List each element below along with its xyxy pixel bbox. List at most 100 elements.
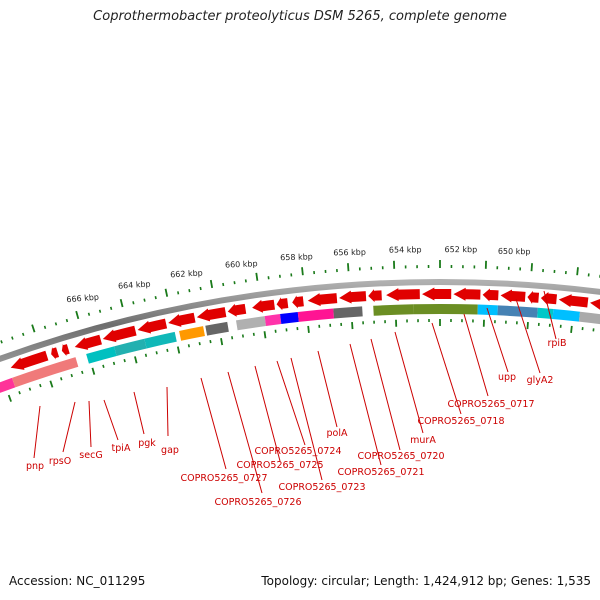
scale-tick <box>98 309 102 313</box>
label-lines <box>33 290 557 494</box>
inner-tick <box>112 361 116 366</box>
cog-segment <box>0 377 16 393</box>
label-line <box>463 313 489 397</box>
scale-tick <box>209 279 214 289</box>
cog-segment <box>280 311 299 324</box>
label-line <box>515 298 541 374</box>
label-line <box>486 307 509 373</box>
inner-tick <box>39 383 42 388</box>
scale-tick <box>143 298 146 302</box>
scale-tick <box>31 324 36 333</box>
cog-segment <box>114 338 147 357</box>
scale-tick <box>199 286 202 291</box>
cog-segments <box>0 304 600 393</box>
gene-label: murA <box>410 435 436 446</box>
cog-segment <box>264 314 282 327</box>
gene-arrow <box>590 299 600 310</box>
scale-tick <box>21 332 25 337</box>
gene-arrow <box>292 295 304 309</box>
kbp-label: 664 kbp <box>118 280 151 291</box>
gene-arrow <box>61 343 70 357</box>
kbp-label: 652 kbp <box>445 245 478 254</box>
label-line <box>227 371 263 494</box>
kbp-label: 656 kbp <box>333 248 366 258</box>
inner-tick <box>155 351 158 355</box>
inner-tick <box>7 394 12 402</box>
inner-tick <box>263 331 267 339</box>
scale-tick <box>65 318 69 323</box>
inner-tick <box>18 391 21 395</box>
label-line <box>394 331 424 434</box>
scale-tick <box>109 306 113 310</box>
inner-tick <box>570 325 573 333</box>
scale-tick <box>164 288 169 297</box>
cog-segment <box>413 304 478 315</box>
gene-arrow <box>422 287 452 301</box>
gene-label: polA <box>327 428 348 439</box>
cog-segment <box>497 305 538 318</box>
scale-tick <box>301 267 304 276</box>
gene-label: rpiB <box>547 338 566 349</box>
label-line <box>543 290 557 340</box>
cog-segment <box>373 304 414 316</box>
scale-labels: 666 kbp 664 kbp 662 kbp 660 kbp 658 kbp 656 k… <box>66 245 530 304</box>
label-line <box>33 405 41 459</box>
kbp-label: 650 kbp <box>498 247 531 257</box>
scale-tick <box>119 298 124 308</box>
gene-arrow <box>196 307 227 322</box>
label-line <box>349 343 382 466</box>
inner-ticks <box>7 319 595 402</box>
label-line <box>166 386 169 437</box>
gene-arrow <box>453 287 481 301</box>
scale-tick <box>576 267 579 276</box>
cog-segment <box>235 316 266 331</box>
label-line <box>431 322 462 415</box>
gene-label: glyA2 <box>527 375 554 386</box>
cog-segment <box>179 326 205 341</box>
gene-arrow <box>307 293 338 307</box>
scale-ticks <box>0 260 600 344</box>
label-line <box>133 391 145 435</box>
label-line <box>200 377 227 470</box>
scale-tick <box>255 272 259 281</box>
inner-tick <box>60 377 63 381</box>
gene-arrow <box>137 318 168 334</box>
gene-label: pgk <box>138 438 156 449</box>
scale-tick <box>87 312 91 316</box>
cog-segment <box>552 309 581 322</box>
inner-tick <box>220 338 224 346</box>
gene-label: COPRO5265_0723 <box>278 482 365 493</box>
inner-tick <box>28 387 32 391</box>
inner-tick <box>198 342 201 346</box>
gene-arrow <box>339 290 367 304</box>
gene-label: rpsO <box>49 456 71 467</box>
inner-tick <box>166 348 169 352</box>
inner-tick <box>102 364 105 368</box>
label-line <box>317 350 338 428</box>
inner-tick <box>144 353 148 357</box>
cog-segment <box>11 357 79 388</box>
scale-tick <box>0 340 3 344</box>
gene-arrow <box>540 292 558 306</box>
kbp-label: 666 kbp <box>66 293 99 305</box>
gene-arrow <box>51 347 60 360</box>
gene-arrow <box>482 288 499 302</box>
label-line <box>276 360 306 446</box>
cog-segment <box>333 306 363 319</box>
gene-label: gap <box>161 445 179 456</box>
gene-label: pnp <box>26 461 44 472</box>
gene-label: COPRO5265_0721 <box>337 467 424 478</box>
scale-tick <box>11 336 14 340</box>
gene-label: COPRO5265_0720 <box>357 451 444 462</box>
cog-segment <box>86 346 117 364</box>
scale-tick <box>154 295 157 300</box>
scale-tick <box>43 325 47 329</box>
scale-tick <box>188 289 191 293</box>
gene-arrow <box>10 350 49 370</box>
cog-segment <box>297 308 335 322</box>
scale-tick <box>132 301 135 305</box>
kbp-label: 662 kbp <box>170 268 203 279</box>
inner-tick <box>49 380 54 388</box>
